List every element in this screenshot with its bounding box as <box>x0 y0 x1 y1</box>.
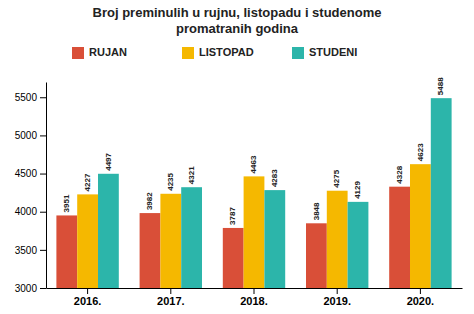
data-label: 4227 <box>83 173 92 191</box>
x-tick: 2017. <box>157 288 185 307</box>
bar <box>389 187 410 288</box>
x-tick-label: 2020. <box>407 295 435 307</box>
y-tick-label: 3000 <box>15 283 38 294</box>
y-tick-mark <box>40 250 46 251</box>
y-tick: 5500 <box>15 92 46 103</box>
y-tick-label: 4500 <box>15 168 38 179</box>
bar <box>348 202 369 288</box>
legend-label: RUJAN <box>89 46 127 58</box>
data-label: 4235 <box>166 172 175 190</box>
x-tick: 2016. <box>74 288 102 307</box>
x-tick-mark <box>254 288 255 294</box>
x-tick-mark <box>87 288 88 294</box>
bars <box>56 98 451 288</box>
data-label: 3982 <box>145 192 154 210</box>
x-tick-mark <box>170 288 171 294</box>
x-axis: 2016. 2017. 2018. 2019. 2020. <box>47 288 463 307</box>
data-label: 4275 <box>332 169 341 187</box>
data-label: 5488 <box>436 77 445 95</box>
y-tick-label: 3500 <box>15 245 38 256</box>
x-tick: 2018. <box>240 288 268 307</box>
data-label: 4129 <box>353 181 362 199</box>
bar <box>223 228 244 288</box>
y-tick: 4000 <box>15 206 46 217</box>
data-label: 3951 <box>62 194 71 212</box>
title: Broj preminulih u rujnu, listopadu i stu… <box>93 5 382 20</box>
bar <box>410 164 431 288</box>
bar <box>244 176 265 288</box>
y-tick: 3500 <box>15 245 46 256</box>
y-tick-mark <box>40 174 46 175</box>
y-tick-mark <box>40 288 46 289</box>
legend-swatch <box>182 47 194 59</box>
y-tick: 3000 <box>15 283 46 294</box>
subtitle: promatranih godina <box>176 21 299 36</box>
bar <box>56 215 77 288</box>
bar <box>327 191 348 288</box>
y-axis: 3000 3500 4000 4500 5000 5500 <box>15 83 47 294</box>
x-tick: 2019. <box>323 288 351 307</box>
x-tick-label: 2018. <box>240 295 268 307</box>
x-tick-label: 2019. <box>323 295 351 307</box>
legend-swatch <box>72 47 84 59</box>
bar <box>181 187 202 288</box>
bar <box>160 194 181 288</box>
data-label: 4321 <box>187 166 196 184</box>
legend-label: STUDENI <box>309 46 357 58</box>
y-tick: 4500 <box>15 168 46 179</box>
y-tick-mark <box>40 97 46 98</box>
legend-swatch <box>292 47 304 59</box>
y-tick-label: 5500 <box>15 92 38 103</box>
y-tick-label: 4000 <box>15 206 38 217</box>
y-tick: 5000 <box>15 130 46 141</box>
data-label: 4463 <box>249 155 258 173</box>
bar <box>140 213 161 288</box>
y-tick-mark <box>40 212 46 213</box>
data-label: 4497 <box>104 152 113 170</box>
chart-svg: Broj preminulih u rujnu, listopadu i stu… <box>0 0 474 314</box>
bar <box>306 223 327 288</box>
bar <box>77 194 98 288</box>
y-tick-mark <box>40 135 46 136</box>
data-label: 4283 <box>270 169 279 187</box>
x-tick-label: 2016. <box>74 295 102 307</box>
x-tick-mark <box>337 288 338 294</box>
data-labels: 3951 3982 3787 3848 4328 4227 4235 4463 4275 4623… <box>62 77 445 225</box>
data-label: 4623 <box>416 143 425 161</box>
data-label: 3787 <box>228 207 237 225</box>
bar <box>264 190 285 288</box>
chart-container: Broj preminulih u rujnu, listopadu i stu… <box>0 0 474 314</box>
bar <box>431 98 452 288</box>
plot: 3000350040004500500055002016.2017.2018.2… <box>15 77 463 307</box>
legend: RUJAN LISTOPAD STUDENI <box>72 46 357 59</box>
x-tick-label: 2017. <box>157 295 185 307</box>
y-axis-line <box>46 83 47 289</box>
data-label: 4328 <box>395 165 404 183</box>
bar <box>98 174 119 288</box>
y-tick-label: 5000 <box>15 130 38 141</box>
legend-label: LISTOPAD <box>199 46 254 58</box>
x-tick-mark <box>420 288 421 294</box>
data-label: 3848 <box>312 202 321 220</box>
x-tick: 2020. <box>407 288 435 307</box>
